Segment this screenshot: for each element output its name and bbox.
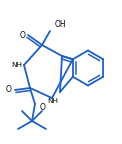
Text: NH: NH [11, 62, 22, 68]
Text: O: O [20, 31, 26, 39]
Text: O: O [40, 103, 46, 111]
Text: OH: OH [55, 20, 67, 29]
Text: O: O [6, 86, 12, 94]
Text: NH: NH [47, 98, 58, 104]
